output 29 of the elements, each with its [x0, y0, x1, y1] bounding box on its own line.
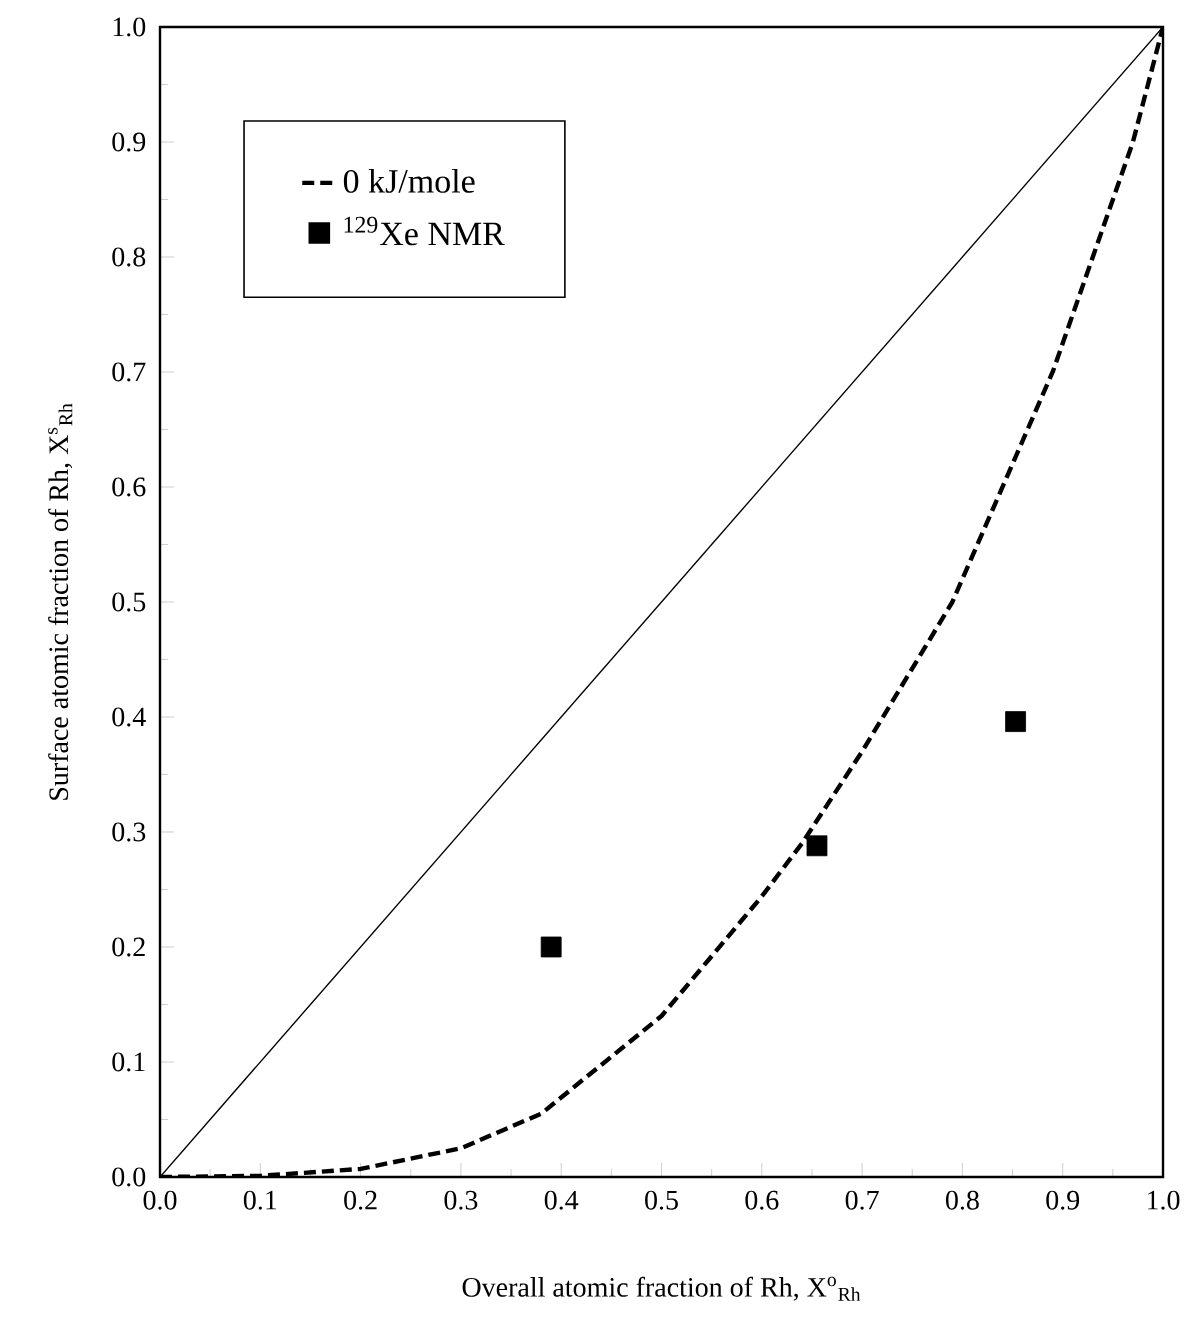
x-tick-label: 1.0	[1147, 1190, 1180, 1210]
y-tick-label: 0.7	[112, 362, 146, 382]
y-axis-title: Surface atomic fraction of Rh, X$^{s}$Rh	[48, 403, 73, 800]
x-tick-label: 0.0	[143, 1190, 177, 1210]
y-tick-label: 0.3	[112, 822, 146, 842]
y-tick-label: 0.5	[112, 592, 146, 612]
y-tick-label: 0.2	[112, 937, 145, 957]
y-tick-label: 0.9	[112, 132, 146, 152]
y-tick-label: 0.4	[112, 707, 146, 727]
point	[806, 835, 828, 857]
legend-label: $^{129}$Xe NMR	[344, 216, 505, 246]
point	[540, 936, 562, 958]
x-tick-label: 0.7	[845, 1190, 879, 1210]
y-tick-label: 0.0	[112, 1167, 146, 1187]
x-tick-label: 0.2	[344, 1190, 377, 1210]
x-axis-title: Overall atomic fraction of Rh, X$^{o}$Rh	[462, 1276, 861, 1301]
x-tick-label: 0.8	[945, 1190, 979, 1210]
x-tick-label: 0.5	[645, 1190, 678, 1210]
y-tick-label: 0.1	[112, 1052, 145, 1072]
x-tick-label: 0.3	[444, 1190, 478, 1210]
point	[1005, 711, 1026, 732]
x-tick-label: 0.6	[745, 1190, 779, 1210]
x-tick-label: 0.4	[544, 1190, 579, 1210]
legend-label: 0 kJ/mole	[343, 168, 475, 193]
x-tick-label: 0.9	[1046, 1190, 1080, 1210]
y-tick-label: 0.6	[112, 477, 146, 497]
y-tick-label: 1.0	[113, 17, 146, 37]
y-tick-label: 0.8	[112, 247, 146, 267]
x-tick-label: 0.1	[243, 1190, 277, 1210]
